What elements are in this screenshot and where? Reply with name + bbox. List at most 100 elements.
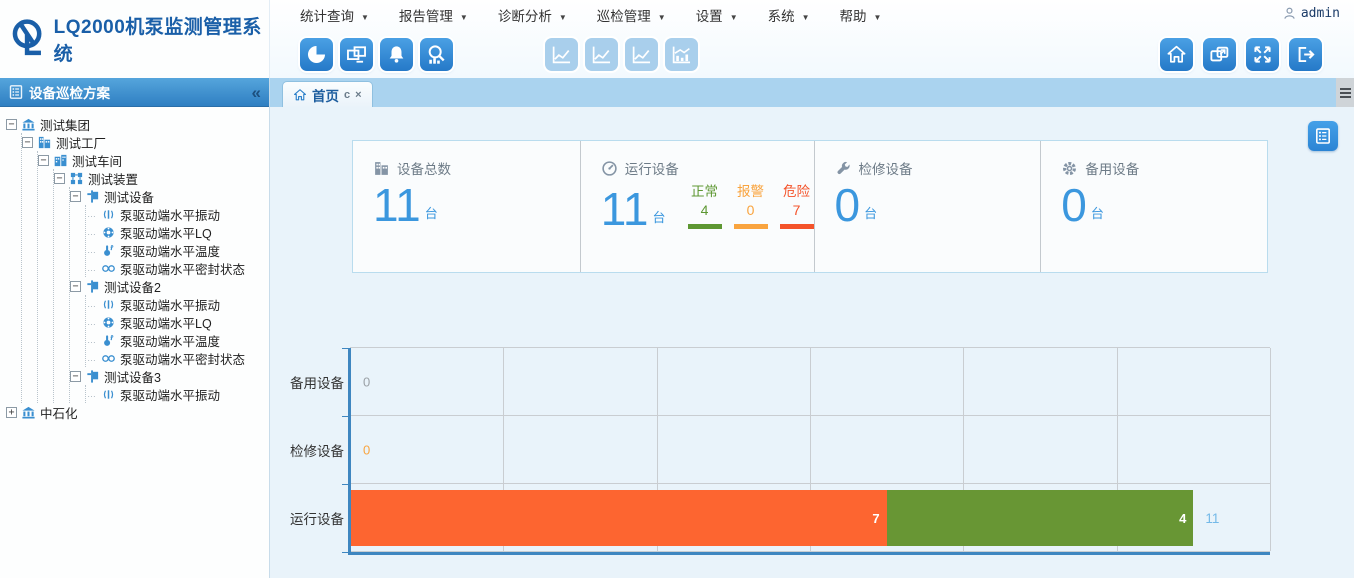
tree-node-label: 泵驱动端水平密封状态 (120, 262, 246, 277)
tree-node[interactable]: … 泵驱动端水平温度 (86, 241, 265, 259)
collapse-toggle-icon[interactable]: − (70, 280, 81, 292)
sidebar-collapse-button[interactable]: « (251, 82, 261, 102)
tab-menu-toggle-icon[interactable] (1336, 78, 1354, 107)
collapse-toggle-icon[interactable]: − (38, 154, 49, 166)
menu-item-0[interactable]: 统计查询 (300, 5, 369, 25)
tree-leaf-dash: … (87, 299, 96, 309)
user-icon (1282, 6, 1297, 21)
tree-node[interactable]: − 测试设备 (70, 187, 265, 205)
status-label: 报警 (737, 184, 765, 199)
main-area: 首页 c × 设备总数 11 台运行设备 11 台正常 4 报警 0 危险 7 检修设备 0 台备用设备 0 台… (270, 78, 1354, 578)
axis-tick (342, 416, 348, 417)
tree-leaf-dash: … (87, 317, 96, 327)
tab-close-icon[interactable]: × (355, 88, 362, 101)
stat-card-header: 检修设备 (835, 158, 1041, 178)
tree-node[interactable]: … 泵驱动端水平振动 (86, 205, 265, 223)
menu-item-6[interactable]: 帮助 (840, 5, 882, 25)
monitor-screens-button[interactable] (340, 38, 373, 71)
tree-node-label: 测试设备2 (104, 280, 161, 295)
tree-children: … 泵驱动端水平振动 … 泵驱动端水平LQ … 泵驱动端水平温度 … 泵驱动端水平密封状态 (85, 205, 265, 277)
stat-card-unit: 台 (1090, 205, 1104, 221)
collapse-toggle-icon[interactable]: − (22, 136, 33, 148)
tree-leaf-dash: … (87, 227, 96, 237)
device-list-button[interactable] (1308, 121, 1338, 151)
tree-leaf-dash: … (87, 353, 96, 363)
tab-refresh-icon[interactable]: c (344, 88, 351, 101)
collapse-toggle-icon[interactable]: − (70, 190, 81, 202)
collapse-toggle-icon[interactable]: − (54, 172, 65, 184)
top-menu: 统计查询 报告管理 诊断分析 巡检管理 设置 系统 帮助 (282, 0, 1272, 30)
tree-leaf-dash: … (87, 209, 96, 219)
menu-item-5[interactable]: 系统 (768, 5, 810, 25)
bar-value-label: 0 (363, 374, 371, 389)
statistics-pie-button[interactable] (300, 38, 333, 71)
tree-node-label: 中石化 (40, 406, 78, 421)
category-label: 运行设备 (290, 512, 344, 527)
tree-node-label: 泵驱动端水平振动 (120, 298, 221, 313)
chart-row-检修设备: 0 (350, 416, 1270, 484)
tab-home[interactable]: 首页 c × (282, 81, 373, 107)
alarm-bell-icon (386, 44, 407, 65)
tree-node[interactable]: … 泵驱动端水平振动 (86, 295, 265, 313)
collapse-toggle-icon[interactable]: − (70, 370, 81, 382)
tree-node[interactable]: … 泵驱动端水平LQ (86, 223, 265, 241)
tree-node[interactable]: … 泵驱动端水平温度 (86, 331, 265, 349)
tree-node-label: 泵驱动端水平温度 (120, 334, 221, 349)
tree-node[interactable]: … 泵驱动端水平密封状态 (86, 259, 265, 277)
org-icon (21, 117, 36, 132)
alarm-bell-button[interactable] (380, 38, 413, 71)
collapse-toggle-icon[interactable]: − (6, 118, 17, 130)
bar-segment-危险[interactable]: 7 (350, 490, 887, 546)
status-label: 正常 (691, 184, 719, 199)
tree-node[interactable]: − 测试工厂 (22, 133, 265, 151)
monitor-screens-icon (346, 44, 367, 65)
menu-item-1[interactable]: 报告管理 (399, 5, 468, 25)
menu-item-2[interactable]: 诊断分析 (498, 5, 567, 25)
tree-node[interactable]: − 测试设备2 (70, 277, 265, 295)
tree-node[interactable]: … 泵驱动端水平密封状态 (86, 349, 265, 367)
tree-leaf-dash: … (87, 245, 96, 255)
chart-row-运行设备: 7 4 11 (350, 484, 1270, 552)
brand: LQ2000机泵监测管理系统 (0, 0, 270, 78)
tree-children: − 测试工厂 − 测试车间 − 测试装置 − 测试设备… 泵驱动端水平振动… 泵驱动端水平LQ… 泵… (21, 133, 265, 403)
lq-trend-button (585, 38, 618, 71)
logout-button[interactable] (1289, 38, 1322, 71)
factory-total-icon (373, 160, 390, 177)
home-button[interactable] (1160, 38, 1193, 71)
spectrum-trend-icon (671, 44, 692, 65)
tree-node[interactable]: … 泵驱动端水平LQ (86, 313, 265, 331)
vibration-icon (101, 297, 116, 312)
expand-toggle-icon[interactable]: + (6, 406, 17, 418)
tree-children: − 测试设备 … 泵驱动端水平振动 … 泵驱动端水平LQ … 泵驱动端水平温度 … 泵驱动端水平密… (69, 187, 265, 403)
tree-node[interactable]: − 测试设备3 (70, 367, 265, 385)
tree-node[interactable]: + 中石化 (6, 403, 265, 421)
multi-window-button[interactable] (1203, 38, 1236, 71)
bar-value-label: 0 (363, 442, 371, 457)
org-icon (21, 405, 36, 420)
multi-window-icon (1209, 44, 1230, 65)
status-正常: 正常 4 (687, 180, 722, 229)
menu-item-4[interactable]: 设置 (696, 5, 738, 25)
home-icon (1166, 44, 1187, 65)
tree-node[interactable]: − 测试集团 (6, 115, 265, 133)
tree-node[interactable]: − 测试车间 (38, 151, 265, 169)
tree-node[interactable]: − 测试装置 (54, 169, 265, 187)
stat-card-unit: 台 (424, 205, 438, 221)
tree-node-label: 测试设备3 (104, 370, 161, 385)
wrench-icon (835, 160, 852, 177)
tree-children: − 测试车间 − 测试装置 − 测试设备… 泵驱动端水平振动… 泵驱动端水平LQ… 泵驱动端水平… (37, 151, 265, 403)
app-title: LQ2000机泵监测管理系统 (53, 17, 262, 65)
gridline (503, 348, 505, 551)
user-box[interactable]: admin (1282, 6, 1340, 21)
search-analysis-button[interactable] (420, 38, 453, 71)
tree-node-label: 泵驱动端水平LQ (120, 226, 212, 241)
menu-item-3[interactable]: 巡检管理 (597, 5, 666, 25)
fullscreen-button[interactable] (1246, 38, 1279, 71)
bar-segment-正常[interactable]: 4 (886, 490, 1194, 546)
tree-node-label: 泵驱动端水平振动 (120, 208, 221, 223)
logout-icon (1295, 44, 1316, 65)
tree-node[interactable]: … 泵驱动端水平振动 (86, 385, 265, 403)
tree-node-label: 测试工厂 (56, 136, 107, 151)
